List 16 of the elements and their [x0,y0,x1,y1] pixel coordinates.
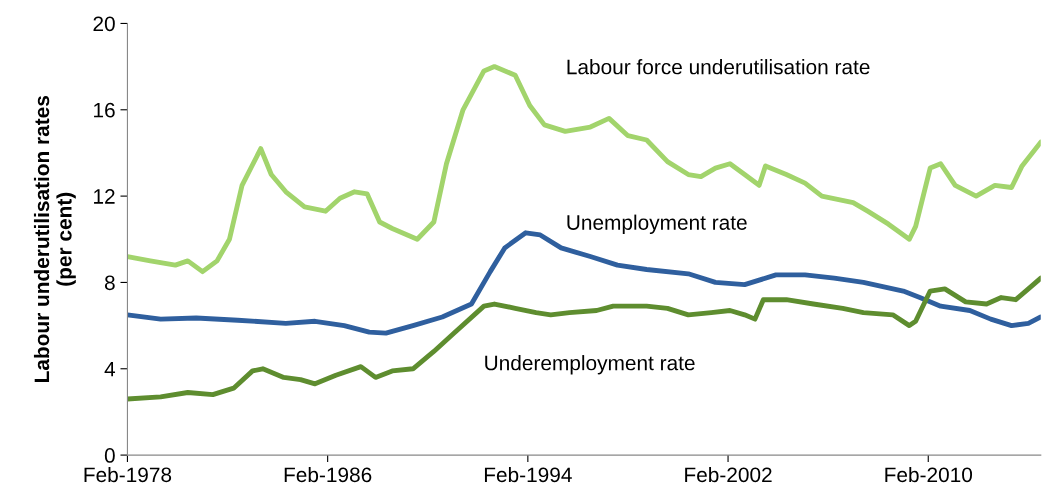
series-label: Underemployment rate [485,355,695,375]
y-axis-title: Labour underutilisation rates (per cent) [33,96,76,382]
text: Labour force underutilisation rate [567,59,870,75]
y-tick-label: 0 [104,448,115,463]
series-label: Unemployment rate [567,214,747,235]
x-tick-label: Feb-1986 [284,466,372,483]
x-tick-label: Feb-2010 [885,466,973,483]
y-tick-label: 8 [104,275,115,291]
y-tick-label: 20 [93,16,115,32]
x-tick-label: Feb-1994 [484,466,572,483]
x-tick-label: Feb-1978 [84,466,172,483]
line-series [127,275,1041,402]
y-tick-label: 4 [104,361,116,377]
y-tick-label: 16 [94,102,115,118]
y-tick-label: 12 [94,189,115,204]
x-tick-label: Feb-2002 [685,466,772,483]
